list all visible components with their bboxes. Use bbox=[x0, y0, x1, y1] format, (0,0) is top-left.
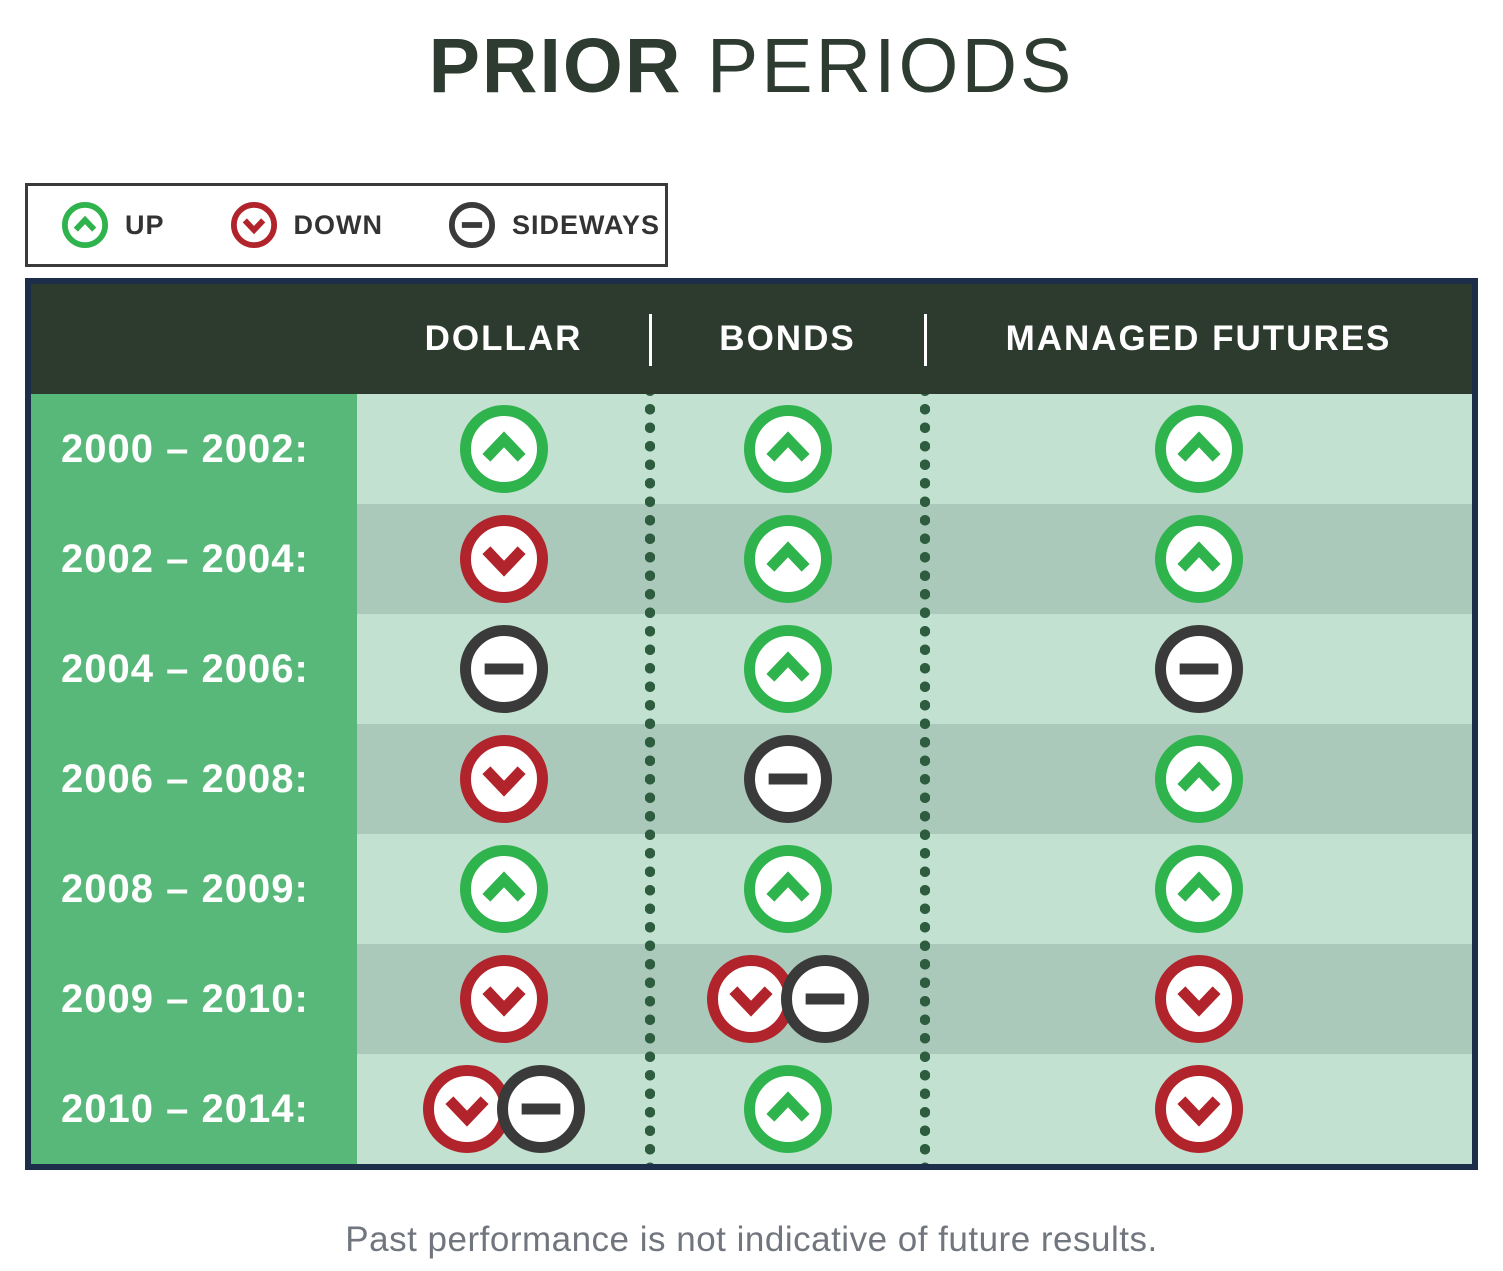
row-data-area bbox=[357, 944, 1472, 1054]
row-data-area bbox=[357, 834, 1472, 944]
table-cell bbox=[925, 614, 1472, 724]
legend-item-sideways: SIDEWAYS bbox=[449, 202, 660, 248]
up-icon bbox=[459, 845, 548, 933]
row-period-label: 2000 – 2002: bbox=[31, 394, 357, 504]
row-period-label: 2010 – 2014: bbox=[31, 1054, 357, 1164]
table-cell bbox=[925, 944, 1472, 1054]
legend-item-up: UP bbox=[62, 202, 165, 248]
legend-item-down: DOWN bbox=[230, 202, 383, 248]
row-period-label: 2002 – 2004: bbox=[31, 504, 357, 614]
sideways-icon bbox=[1154, 625, 1243, 713]
up-icon bbox=[1154, 735, 1243, 823]
page-title-light: PERIODS bbox=[682, 23, 1075, 109]
disclaimer-text: Past performance is not indicative of fu… bbox=[345, 1220, 1158, 1259]
row-data-area bbox=[357, 504, 1472, 614]
header-divider bbox=[923, 314, 927, 366]
table-row: 2008 – 2009: bbox=[31, 834, 1472, 944]
down-icon bbox=[459, 515, 548, 603]
legend-label: UP bbox=[125, 209, 165, 240]
down-icon bbox=[1154, 1065, 1243, 1153]
up-icon bbox=[743, 405, 832, 493]
row-data-area bbox=[357, 724, 1472, 834]
sideways-icon bbox=[496, 1065, 585, 1153]
up-icon bbox=[1154, 845, 1243, 933]
row-data-area bbox=[357, 1054, 1472, 1164]
row-period-label: 2008 – 2009: bbox=[31, 834, 357, 944]
table-cell bbox=[925, 394, 1472, 504]
down-icon bbox=[230, 202, 277, 248]
row-period-label: 2004 – 2006: bbox=[31, 614, 357, 724]
sideways-icon bbox=[743, 735, 832, 823]
table-row: 2002 – 2004: bbox=[31, 504, 1472, 614]
table-cell bbox=[357, 614, 650, 724]
prior-periods-table: DOLLAR BONDS MANAGED FUTURES 2000 – 2002: 2… bbox=[25, 278, 1478, 1170]
column-separator-dotted bbox=[645, 394, 655, 1164]
table-cell bbox=[925, 1054, 1472, 1164]
table-cell bbox=[650, 1054, 925, 1164]
table-cell bbox=[357, 724, 650, 834]
legend-label: SIDEWAYS bbox=[512, 209, 661, 240]
table-cell bbox=[925, 724, 1472, 834]
down-icon bbox=[459, 735, 548, 823]
sideways-icon bbox=[780, 955, 869, 1043]
sideways-icon bbox=[459, 625, 548, 713]
page-title: PRIOR PERIODS bbox=[0, 24, 1503, 109]
table-body: 2000 – 2002: 2002 – 2004: 2004 – 2006: 2006… bbox=[31, 394, 1472, 1164]
table-cell bbox=[357, 504, 650, 614]
table-cell bbox=[357, 944, 650, 1054]
table-cell bbox=[357, 834, 650, 944]
up-icon bbox=[743, 1065, 832, 1153]
table-cell bbox=[357, 394, 650, 504]
up-icon bbox=[62, 202, 108, 248]
table-cell bbox=[650, 944, 925, 1054]
legend-label: DOWN bbox=[293, 209, 383, 240]
row-period-label: 2006 – 2008: bbox=[31, 724, 357, 834]
page-title-bold: PRIOR bbox=[428, 23, 683, 109]
table-row: 2000 – 2002: bbox=[31, 394, 1472, 504]
table-row: 2006 – 2008: bbox=[31, 724, 1472, 834]
row-data-area bbox=[357, 614, 1472, 724]
table-cell bbox=[650, 724, 925, 834]
legend-box: UP DOWN SIDEWAYS bbox=[25, 183, 668, 267]
table-cell bbox=[650, 394, 925, 504]
row-period-label: 2009 – 2010: bbox=[31, 944, 357, 1054]
table-cell bbox=[650, 614, 925, 724]
column-header-managed-futures: MANAGED FUTURES bbox=[1005, 319, 1392, 358]
table-cell bbox=[925, 834, 1472, 944]
column-header-bonds: BONDS bbox=[719, 319, 856, 358]
up-icon bbox=[459, 405, 548, 493]
table-cell bbox=[650, 834, 925, 944]
down-icon bbox=[459, 955, 548, 1043]
table-row: 2004 – 2006: bbox=[31, 614, 1472, 724]
up-icon bbox=[1154, 405, 1243, 493]
table-cell bbox=[650, 504, 925, 614]
column-separator-dotted bbox=[920, 394, 930, 1164]
table-cell bbox=[357, 1054, 650, 1164]
table-row: 2010 – 2014: bbox=[31, 1054, 1472, 1164]
column-header-dollar: DOLLAR bbox=[424, 319, 583, 358]
up-icon bbox=[743, 845, 832, 933]
row-data-area bbox=[357, 394, 1472, 504]
down-icon bbox=[1154, 955, 1243, 1043]
table-header-row: DOLLAR BONDS MANAGED FUTURES bbox=[31, 284, 1472, 394]
up-icon bbox=[743, 625, 832, 713]
table-row: 2009 – 2010: bbox=[31, 944, 1472, 1054]
table-cell bbox=[925, 504, 1472, 614]
up-icon bbox=[1154, 515, 1243, 603]
sideways-icon bbox=[449, 202, 495, 248]
header-divider bbox=[648, 314, 652, 366]
up-icon bbox=[743, 515, 832, 603]
